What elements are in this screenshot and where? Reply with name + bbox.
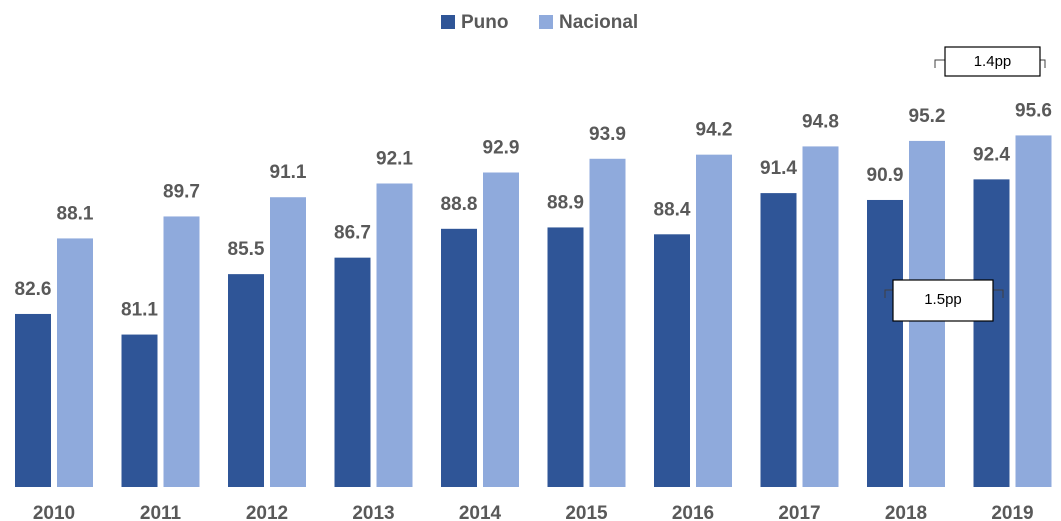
bar [441,228,477,487]
annotation: 1.5pp [924,291,962,308]
data-label: 88.1 [57,203,94,224]
data-label: 82.6 [15,279,52,300]
data-label: 88.8 [441,194,478,215]
data-label: 91.1 [270,162,307,183]
x-tick-label: 2017 [778,503,820,521]
x-tick-label: 2010 [33,503,75,521]
data-label: 91.4 [760,158,797,179]
legend-label: Puno [461,12,509,33]
x-tick-label: 2011 [140,503,182,521]
bar [973,179,1010,487]
legend-label: Nacional [559,12,638,33]
data-label: 90.9 [867,165,904,186]
data-label: 95.6 [1015,100,1052,121]
bar [163,216,200,487]
x-tick-label: 2012 [246,503,288,521]
legend-swatch [441,15,455,29]
bar [654,234,690,487]
bar [802,146,839,487]
bars: 82.6 88.1 81.1 89.7 85.5 91.1 86.7 92.1 88.8 92.9… [15,100,1052,488]
bar [57,238,93,487]
bar [270,197,306,487]
bar [547,227,584,487]
bar [121,334,158,487]
data-label: 93.9 [589,124,626,145]
data-label: 89.7 [163,181,200,202]
annotation-box [944,46,1041,77]
bar [1015,135,1052,487]
bar [15,313,51,487]
data-label: 92.1 [376,149,413,170]
data-label: 92.9 [483,138,520,159]
data-label: 95.2 [909,106,946,127]
bar [228,274,264,487]
legend-swatch [539,15,553,29]
x-tick-label: 2018 [885,503,927,521]
bar [376,183,413,487]
data-label: 85.5 [228,239,265,260]
bar [334,257,371,487]
bar [696,154,732,488]
bar [760,193,797,487]
data-label: 88.9 [547,192,584,213]
annotation-box [892,279,994,322]
annotation: 1.4pp [974,53,1012,70]
bar [483,172,519,488]
data-label: 86.7 [334,223,371,244]
x-tick-label: 2015 [565,503,608,521]
data-label: 81.1 [121,300,158,321]
bar [589,158,626,488]
x-tick-label: 2019 [991,503,1033,521]
data-label: 94.2 [696,120,733,141]
data-label: 94.8 [802,111,839,132]
bar [867,199,903,487]
data-label: 92.4 [973,144,1010,165]
data-label: 88.4 [654,199,691,220]
x-tick-label: 2016 [672,503,714,521]
x-tick-label: 2013 [352,503,394,521]
x-tick-label: 2014 [459,503,502,521]
